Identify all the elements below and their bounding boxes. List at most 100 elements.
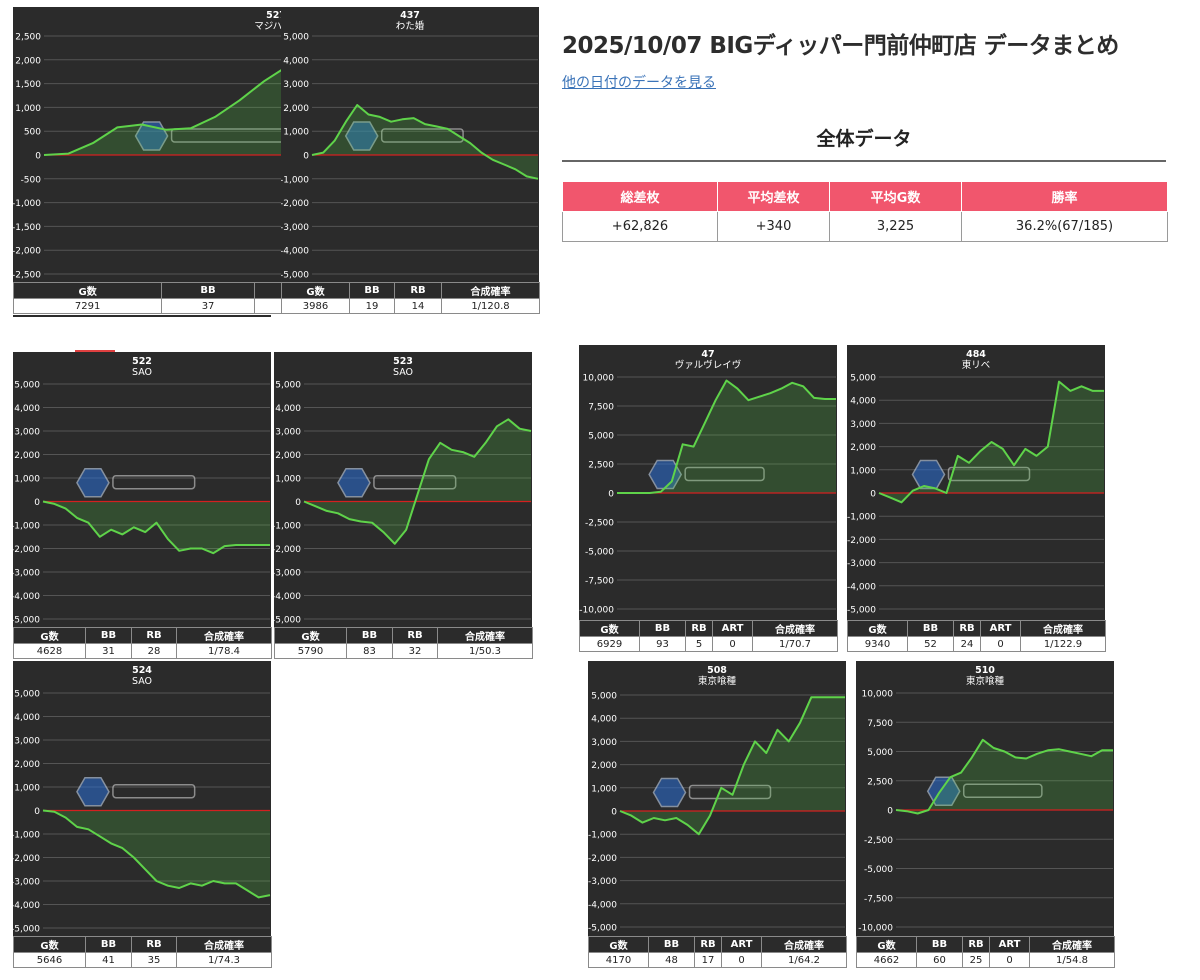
y-tick-label: 500: [24, 128, 41, 138]
stats-header: RB: [694, 936, 722, 953]
y-tick-label: 1,000: [275, 475, 301, 485]
stats-header-row: G数 BB RB ART 合成確率: [588, 936, 847, 953]
stats-value: 1/74.3: [176, 952, 272, 968]
y-tick-label: -4,000: [847, 582, 876, 592]
machine-model: SAO: [131, 367, 153, 378]
stats-header: G数: [856, 936, 917, 953]
machine-model: 東京喰種: [965, 676, 1004, 687]
y-tick-label: 3,000: [14, 428, 40, 438]
y-tick-label: -5,000: [13, 616, 40, 626]
stats-header-row: G数 BB RB ART 合成確率: [847, 620, 1106, 637]
watermark-logo: [76, 776, 196, 807]
y-tick-label: -5,000: [588, 924, 617, 934]
stats-value: 5790: [274, 643, 347, 659]
overall-data-heading: 全体データ: [816, 128, 912, 150]
chart-title: 522 SAO: [13, 356, 271, 378]
y-tick-label: 5,000: [588, 432, 614, 442]
y-tick-label: 1,500: [15, 80, 41, 90]
machine-number: 510: [975, 665, 995, 676]
stats-value: 35: [131, 952, 177, 968]
y-tick-label: 0: [611, 808, 617, 818]
stats-value: 1/70.7: [752, 636, 838, 652]
line-chart: 5,000 4,000 3,000 2,000 1,000 0 -1,000 -2,000 -3…: [588, 692, 845, 934]
y-tick-label: 1,000: [850, 466, 876, 476]
y-tick-label: -2,000: [13, 247, 41, 257]
y-tick-label: -4,000: [281, 247, 309, 257]
stats-value: 14: [394, 298, 442, 314]
stats-header: BB: [346, 627, 393, 644]
y-tick-label: -1,000: [847, 513, 876, 523]
y-tick-label: -10,000: [858, 924, 893, 934]
y-tick-label: -1,000: [281, 175, 309, 185]
y-tick-label: 7,500: [867, 719, 893, 729]
y-tick-label: -1,000: [13, 522, 40, 532]
y-tick-label: 5,000: [283, 33, 309, 43]
chart-title: 523 SAO: [274, 356, 532, 378]
machine-number: 524: [132, 665, 152, 676]
y-tick-label: 2,000: [275, 451, 301, 461]
y-tick-label: 2,000: [15, 56, 41, 66]
stats-header: ART: [989, 936, 1030, 953]
stats-value: 52: [907, 636, 954, 652]
series-line: [619, 696, 845, 836]
y-tick-label: 1,000: [15, 104, 41, 114]
other-dates-link[interactable]: 他の日付のデータを見る: [562, 75, 716, 91]
machine-number: 508: [707, 665, 727, 676]
machine-number: 527: [266, 10, 286, 21]
y-tick-label: -3,000: [13, 569, 40, 579]
series-area: [312, 105, 538, 179]
watermark-logo: [76, 467, 196, 498]
y-tick-label: -7,500: [864, 894, 893, 904]
chart-title: 437 わた婚: [281, 10, 539, 32]
machine-model: 東京喰種: [697, 676, 736, 687]
stats-header: RB: [685, 620, 713, 637]
y-tick-label: 10,000: [583, 374, 615, 384]
series-area: [43, 810, 270, 898]
summary-header: 平均G数: [829, 181, 962, 212]
stats-header: G数: [13, 627, 86, 644]
stats-header: ART: [712, 620, 753, 637]
stats-header: BB: [639, 620, 686, 637]
y-tick-label: -5,000: [281, 271, 309, 281]
summary-value: 3,225: [829, 211, 962, 242]
machine-number: 522: [132, 356, 152, 367]
summary-value-row: +62,826 +340 3,225 36.2%(67/185): [562, 211, 1168, 242]
y-tick-label: -5,000: [864, 865, 893, 875]
chart-title: 524 SAO: [13, 665, 271, 687]
stats-value: 24: [953, 636, 981, 652]
machine-number: 47: [701, 349, 715, 360]
stats-value-row: 3986 19 14 1/120.8: [281, 298, 540, 314]
machine-model: わた婚: [395, 21, 425, 32]
y-tick-label: 3,000: [850, 420, 876, 430]
y-tick-label: 3,000: [283, 80, 309, 90]
y-tick-label: 5,000: [867, 748, 893, 758]
stats-header: BB: [648, 936, 695, 953]
summary-value: 36.2%(67/185): [961, 211, 1168, 242]
y-tick-label: 2,500: [867, 777, 893, 787]
chart-title: 510 東京喰種: [856, 665, 1114, 687]
y-tick-label: -2,000: [847, 536, 876, 546]
stats-header: RB: [131, 936, 177, 953]
stats-value: 41: [85, 952, 132, 968]
stats-value: 5646: [13, 952, 86, 968]
y-tick-label: -2,500: [864, 836, 893, 846]
y-tick-label: 0: [34, 498, 40, 508]
stats-value-row: 4662 60 25 0 1/54.8: [856, 952, 1115, 968]
machine-chart-card: 5,000 4,000 3,000 2,000 1,000 0 -1,000 -2,000 -3…: [274, 352, 533, 659]
y-tick-label: 2,000: [14, 760, 40, 770]
stats-header: G数: [12, 282, 163, 299]
y-tick-label: 0: [887, 807, 893, 817]
stats-value-row: 5646 41 35 1/74.3: [13, 952, 272, 968]
stats-value: 6929: [579, 636, 640, 652]
machine-stats-table: G数 BB RB ART 合成確率 6929 93 5 0 1/70.7: [579, 620, 838, 652]
chart-title: 508 東京喰種: [588, 665, 846, 687]
series-line: [878, 380, 1104, 504]
stats-header: RB: [131, 627, 177, 644]
y-tick-label: 2,500: [15, 33, 41, 43]
y-tick-label: -2,000: [281, 199, 309, 209]
stats-header: 合成確率: [176, 627, 272, 644]
y-tick-label: 0: [34, 807, 40, 817]
chart-title: 527 マジハロ8: [13, 10, 539, 32]
stats-header: RB: [394, 282, 442, 299]
